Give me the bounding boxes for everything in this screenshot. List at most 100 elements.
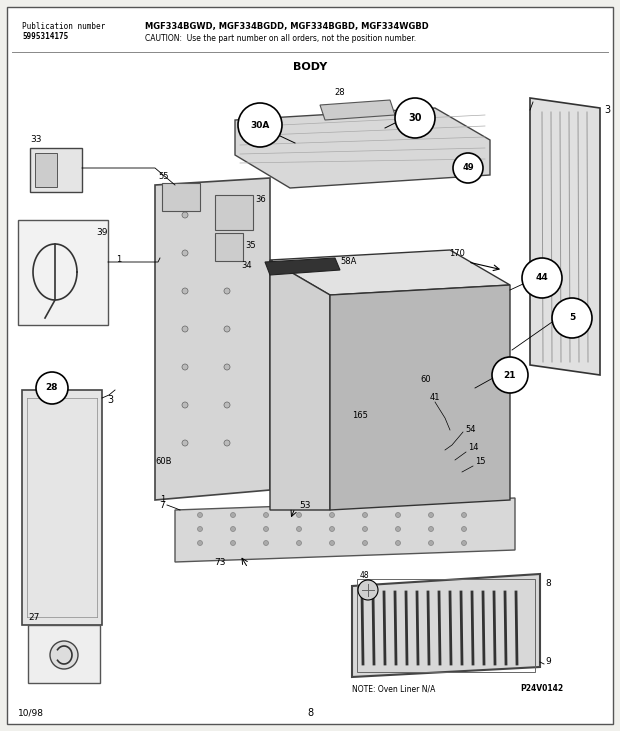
- Circle shape: [395, 98, 435, 138]
- Circle shape: [264, 512, 268, 518]
- Text: 28: 28: [335, 88, 345, 97]
- Circle shape: [396, 540, 401, 545]
- Bar: [18, 220, 108, 325]
- Polygon shape: [270, 260, 330, 510]
- Text: 53: 53: [299, 501, 311, 510]
- Polygon shape: [265, 258, 340, 275]
- Circle shape: [358, 580, 378, 600]
- Circle shape: [182, 364, 188, 370]
- Bar: [215, 195, 253, 230]
- Circle shape: [264, 526, 268, 531]
- Circle shape: [182, 250, 188, 256]
- Circle shape: [231, 512, 236, 518]
- Circle shape: [329, 526, 335, 531]
- Circle shape: [428, 526, 433, 531]
- Text: 10/98: 10/98: [18, 709, 44, 718]
- Circle shape: [238, 103, 282, 147]
- Polygon shape: [155, 178, 270, 500]
- Bar: [28, 625, 100, 683]
- Polygon shape: [235, 108, 490, 188]
- Text: CAUTION:  Use the part number on all orders, not the position number.: CAUTION: Use the part number on all orde…: [145, 34, 416, 43]
- Circle shape: [182, 402, 188, 408]
- Circle shape: [198, 526, 203, 531]
- Circle shape: [396, 526, 401, 531]
- Circle shape: [552, 298, 592, 338]
- Circle shape: [182, 440, 188, 446]
- Circle shape: [182, 212, 188, 218]
- Circle shape: [363, 540, 368, 545]
- Circle shape: [453, 153, 483, 183]
- Circle shape: [296, 512, 301, 518]
- Polygon shape: [330, 285, 510, 510]
- Circle shape: [461, 526, 466, 531]
- Bar: [35, 153, 57, 187]
- Text: 48: 48: [360, 571, 370, 580]
- Circle shape: [182, 288, 188, 294]
- Text: 8: 8: [307, 708, 313, 718]
- Circle shape: [296, 526, 301, 531]
- Circle shape: [224, 288, 230, 294]
- Text: 165: 165: [352, 411, 368, 420]
- Text: 1: 1: [116, 256, 122, 265]
- Text: ab-placementrparts.com: ab-placementrparts.com: [232, 423, 388, 436]
- Text: BODY: BODY: [293, 62, 327, 72]
- Circle shape: [396, 512, 401, 518]
- Circle shape: [461, 540, 466, 545]
- Circle shape: [264, 540, 268, 545]
- Text: 54: 54: [465, 425, 476, 434]
- Circle shape: [36, 372, 68, 404]
- Text: NOTE: Oven Liner N/A: NOTE: Oven Liner N/A: [352, 684, 435, 693]
- Text: 1: 1: [160, 495, 166, 504]
- Text: 3: 3: [604, 105, 610, 115]
- Circle shape: [428, 512, 433, 518]
- Text: 34: 34: [241, 260, 252, 270]
- Text: 9: 9: [545, 657, 551, 667]
- Text: 39: 39: [97, 228, 108, 237]
- Text: 28: 28: [46, 384, 58, 393]
- Circle shape: [224, 250, 230, 256]
- Text: 8: 8: [545, 579, 551, 588]
- Bar: [22, 390, 102, 625]
- Text: 3: 3: [107, 395, 113, 405]
- Circle shape: [224, 364, 230, 370]
- Circle shape: [296, 540, 301, 545]
- Circle shape: [329, 512, 335, 518]
- Circle shape: [329, 540, 335, 545]
- Text: 21: 21: [503, 371, 516, 379]
- Text: 55: 55: [158, 172, 169, 181]
- Bar: [30, 148, 82, 192]
- Polygon shape: [270, 250, 510, 295]
- Circle shape: [428, 540, 433, 545]
- Text: 170: 170: [449, 249, 465, 258]
- Circle shape: [224, 326, 230, 332]
- Polygon shape: [320, 100, 395, 120]
- Bar: [162, 183, 200, 211]
- Circle shape: [224, 440, 230, 446]
- Text: 14: 14: [468, 444, 479, 452]
- Circle shape: [198, 512, 203, 518]
- Polygon shape: [175, 498, 515, 562]
- Circle shape: [50, 641, 78, 669]
- Polygon shape: [530, 98, 600, 375]
- Circle shape: [182, 326, 188, 332]
- Text: 30A: 30A: [250, 121, 270, 129]
- Text: MGF334BGWD, MGF334BGDD, MGF334BGBD, MGF334WGBD: MGF334BGWD, MGF334BGDD, MGF334BGBD, MGF3…: [145, 22, 429, 31]
- Circle shape: [492, 357, 528, 393]
- Circle shape: [224, 212, 230, 218]
- Circle shape: [224, 402, 230, 408]
- Circle shape: [363, 512, 368, 518]
- Text: 58A: 58A: [340, 257, 356, 267]
- Circle shape: [522, 258, 562, 298]
- Text: 49: 49: [462, 164, 474, 173]
- Text: P24V0142: P24V0142: [520, 684, 563, 693]
- Circle shape: [231, 526, 236, 531]
- Circle shape: [231, 540, 236, 545]
- Text: 27: 27: [28, 613, 40, 622]
- Bar: [357, 579, 535, 672]
- Circle shape: [363, 526, 368, 531]
- Circle shape: [198, 540, 203, 545]
- Text: 60B: 60B: [155, 458, 172, 466]
- Text: 15: 15: [475, 458, 485, 466]
- Text: 7: 7: [159, 501, 165, 510]
- Text: 5995314175: 5995314175: [22, 32, 68, 41]
